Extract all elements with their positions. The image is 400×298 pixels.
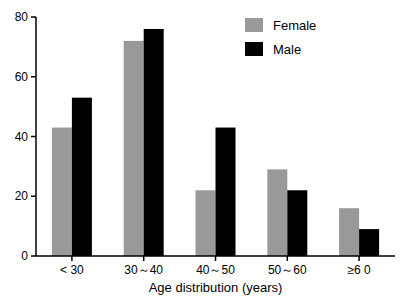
legend-label: Female [273, 18, 316, 33]
x-tick-label: < 30 [60, 263, 84, 277]
chart-svg: 0 20 40 60 80 < 30 30～40 40～50 50～60 ≥6 0 Age dist… [0, 0, 400, 298]
bar [124, 41, 144, 256]
y-tick [31, 255, 36, 257]
legend-swatch [245, 18, 263, 32]
bars [52, 29, 379, 256]
y-tick [31, 76, 36, 78]
x-tick [71, 256, 73, 261]
chart-container: 0 20 40 60 80 < 30 30～40 40～50 50～60 ≥6 0 Age dist… [0, 0, 400, 298]
x-tick [358, 256, 360, 261]
bar [144, 29, 164, 256]
x-tick-label: 40～50 [196, 263, 235, 277]
y-tick [31, 16, 36, 18]
y-tick-label: 0 [21, 249, 28, 263]
legend-swatch [245, 42, 263, 56]
y-tick [31, 136, 36, 138]
x-tick-label: 50～60 [268, 263, 307, 277]
bar [52, 128, 72, 256]
x-tick [287, 256, 289, 261]
x-tick [215, 256, 217, 261]
x-tick [143, 256, 145, 261]
bar [72, 98, 92, 256]
x-tick-label: 30～40 [124, 263, 163, 277]
bar [339, 208, 359, 256]
bar [196, 190, 216, 256]
bar [359, 229, 379, 256]
bar [267, 169, 287, 256]
x-axis-label: Age distribution (years) [149, 280, 283, 295]
y-tick-label: 60 [15, 70, 29, 84]
legend-label: Male [273, 42, 301, 57]
y-tick-label: 40 [15, 130, 29, 144]
bar [216, 128, 236, 256]
bar [287, 190, 307, 256]
y-tick-label: 20 [15, 189, 29, 203]
y-tick [31, 196, 36, 198]
y-tick-label: 80 [15, 10, 29, 24]
x-tick-label: ≥6 0 [347, 263, 371, 277]
